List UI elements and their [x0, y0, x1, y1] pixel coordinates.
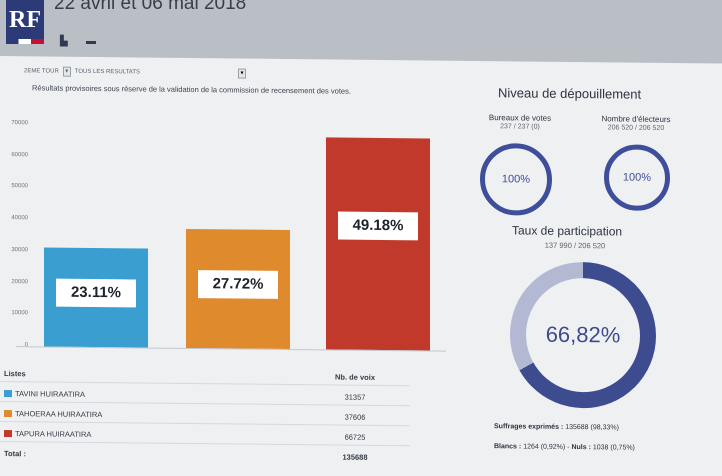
table-total-row: Total : 135688 — [0, 444, 410, 466]
col-listes: Listes — [4, 369, 26, 379]
round-select-label[interactable]: 2EME TOUR — [24, 68, 59, 75]
legend-swatch — [4, 390, 12, 398]
y-tick-label: 10000 — [11, 310, 28, 317]
bar-value-label: 27.72% — [198, 270, 278, 299]
results-panel: 2EME TOUR ▾ TOUS LES RESULTATS ▾ Résulta… — [0, 56, 722, 476]
election-dates: 22 avril et 06 mai 2018 — [54, 0, 247, 14]
suffrages-label: Suffrages exprimés : — [494, 423, 564, 431]
y-tick-label: 50000 — [11, 183, 28, 190]
list-name: TAHOERAA HUIRAATIRA — [15, 409, 103, 420]
list-votes: 37606 — [344, 412, 366, 422]
table-icon[interactable]: ▬ — [86, 36, 96, 47]
table-row: TAHOERAA HUIRAATIRA 37606 — [0, 404, 410, 427]
table-row: TAPURA HUIRAATIRA 66725 — [0, 424, 410, 447]
bar[interactable] — [326, 137, 430, 351]
y-tick-label: 70000 — [11, 120, 28, 127]
round-select-chevron-icon[interactable]: ▾ — [62, 66, 71, 77]
nuls-value: 1038 (0,75%) — [592, 444, 635, 452]
tricolor-stripe — [6, 39, 44, 44]
electeurs-pct: 100% — [622, 171, 652, 184]
legend-swatch — [4, 410, 12, 418]
list-votes: 31357 — [344, 392, 366, 402]
electeurs-label: Nombre d'électeurs — [601, 114, 671, 125]
bar-value-label: 49.18% — [338, 211, 418, 241]
bureaux-ring: 100% — [480, 143, 552, 216]
bureaux-value: 237 / 237 (0) — [500, 123, 540, 131]
y-tick-label: 40000 — [11, 215, 28, 222]
table-row: TAVINI HUIRAATIRA 31357 — [0, 384, 410, 407]
suffrages-value: 135688 (98,33%) — [565, 423, 619, 432]
participation-title: Taux de participation — [512, 223, 623, 239]
blancs-value: 1264 (0,92%) — [523, 443, 566, 451]
total-value: 135688 — [342, 452, 368, 462]
filter-bar: 2EME TOUR ▾ TOUS LES RESULTATS — [24, 66, 140, 77]
bureaux-label: Bureaux de votes — [488, 113, 552, 123]
y-tick-label: 60000 — [11, 151, 28, 158]
rf-logo: RF — [6, 0, 44, 44]
suffrages-line: Suffrages exprimés : 135688 (98,33%) — [494, 423, 619, 431]
electeurs-ring: 100% — [604, 144, 670, 212]
results-table: Listes Nb. de voix TAVINI HUIRAATIRA 313… — [0, 364, 410, 462]
y-tick-label: 20000 — [11, 278, 28, 285]
col-voix: Nb. de voix — [334, 372, 375, 382]
y-tick-label: 0 — [24, 342, 28, 349]
provisional-note: Résultats provisoires sous réserve de la… — [32, 83, 351, 96]
results-select-chevron-icon[interactable]: ▾ — [238, 68, 246, 79]
total-label: Total : — [4, 449, 26, 459]
list-name: TAPURA HUIRAATIRA — [15, 429, 92, 439]
blancs-label: Blancs : — [494, 443, 522, 451]
blancs-nuls-line: Blancs : 1264 (0,92%) - Nuls : 1038 (0,7… — [494, 443, 635, 452]
chart-icon[interactable]: ▙ — [60, 36, 68, 47]
legend-swatch — [4, 430, 12, 438]
y-tick-label: 30000 — [11, 246, 28, 254]
bar-value-label: 23.11% — [56, 278, 136, 308]
table-header-row: Listes Nb. de voix — [0, 364, 410, 387]
depouillement-title: Niveau de dépouillement — [498, 85, 642, 102]
list-votes: 66725 — [344, 432, 366, 442]
nuls-label: Nuls : — [571, 443, 591, 452]
header-bar: RF 22 avril et 06 mai 2018 ▙ ▬ — [0, 0, 722, 64]
list-name: TAVINI HUIRAATIRA — [15, 389, 86, 399]
results-select-label[interactable]: TOUS LES RESULTATS — [74, 68, 141, 76]
participation-value: 137 990 / 206 520 — [544, 240, 606, 251]
bureaux-pct: 100% — [501, 173, 531, 186]
logo-text: RF — [9, 7, 41, 33]
participation-ring: 66,82% — [510, 261, 656, 409]
electeurs-value: 206 520 / 206 520 — [607, 124, 665, 132]
participation-pct: 66,82% — [526, 277, 640, 393]
